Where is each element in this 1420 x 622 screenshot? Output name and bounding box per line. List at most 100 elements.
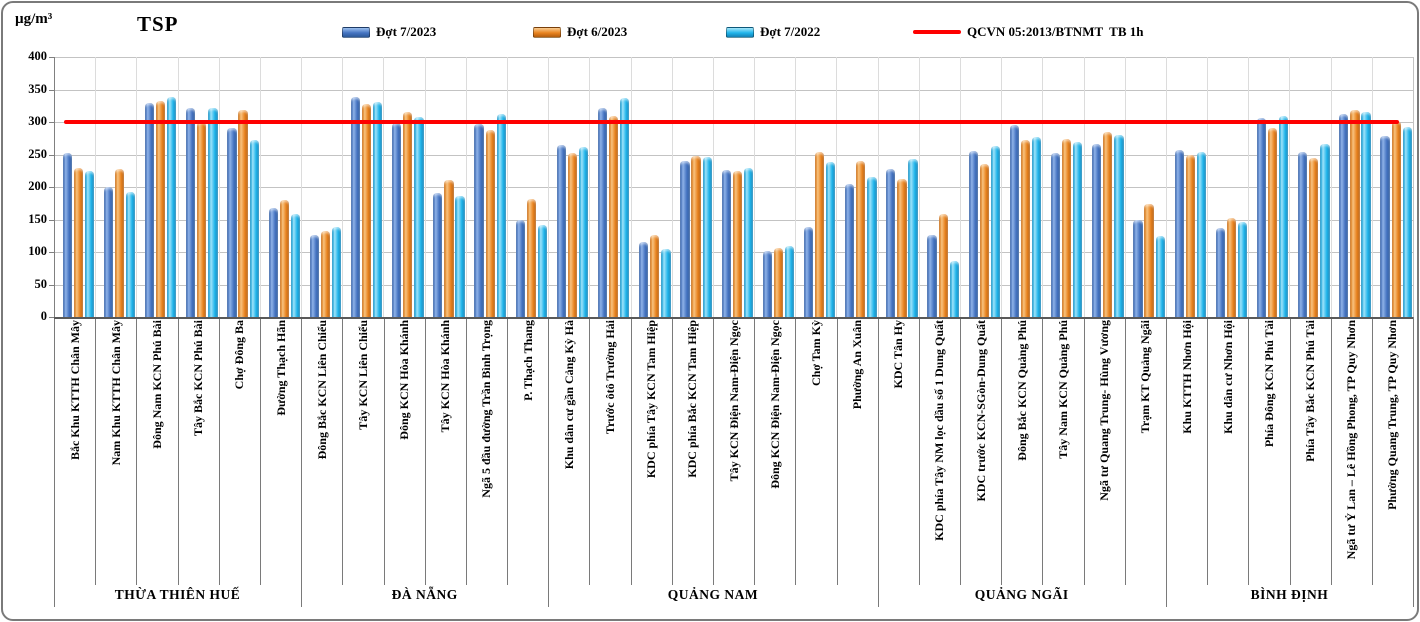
category-label: KDC phía Bắc KCN Tam Hiệp — [685, 320, 700, 478]
category-separator — [589, 317, 591, 585]
bar — [1361, 111, 1371, 317]
x-axis-line — [54, 317, 1413, 319]
bar — [84, 170, 95, 317]
bar — [702, 157, 712, 317]
bar — [1298, 151, 1308, 317]
gridline — [589, 57, 591, 317]
gridline — [54, 154, 1413, 156]
gridline — [95, 57, 97, 317]
bar — [867, 176, 877, 317]
gridline — [301, 57, 303, 317]
gridline — [259, 57, 261, 317]
bar — [1073, 142, 1083, 317]
category-label: Bắc Khu KTTH Chân Mây — [67, 320, 82, 461]
category-label: Ngã 5 đầu đường Trần Bình Trọng — [479, 320, 494, 498]
province-separator — [548, 317, 550, 607]
bar — [392, 123, 402, 317]
bar — [1051, 152, 1061, 317]
y-tick-label: 150 — [28, 211, 47, 226]
category-label: Tây KCN Hòa Khánh — [438, 320, 453, 433]
category-separator — [259, 317, 261, 585]
bar — [114, 168, 125, 317]
legend-label: Đợt 6/2023 — [567, 24, 628, 39]
bar — [208, 107, 218, 317]
bar — [856, 161, 866, 317]
category-label: Trước ôtô Trường Hải — [603, 320, 617, 435]
legend-item-dot7-2023: Đợt 7/2023 — [342, 23, 436, 41]
bar — [197, 122, 207, 317]
bar — [62, 153, 72, 317]
bar — [579, 147, 589, 317]
gridline — [54, 57, 1413, 58]
bar — [979, 164, 989, 317]
bar — [1092, 144, 1102, 317]
category-separator — [1124, 317, 1126, 585]
bar — [620, 97, 630, 317]
y-tick-mark — [49, 57, 54, 58]
bar — [249, 139, 259, 317]
category-label: KDC phía Tây NM lọc dầu số 1 Dung Quất — [932, 320, 947, 541]
gridline — [671, 57, 673, 317]
bar — [743, 167, 753, 317]
gridline — [54, 89, 1413, 91]
category-label: Khu dân cư Nhơn Hội — [1220, 320, 1235, 434]
y-tick-mark — [49, 317, 54, 318]
gridline — [1289, 57, 1291, 317]
category-separator — [1083, 317, 1085, 585]
bar — [1391, 121, 1401, 317]
category-label: Đông KCN Hòa Khánh — [397, 320, 411, 440]
bar — [1309, 158, 1319, 317]
category-separator — [218, 317, 220, 585]
y-tick-label: 200 — [28, 179, 47, 193]
category-separator — [1330, 317, 1332, 585]
bar — [1174, 149, 1184, 317]
bar — [156, 100, 166, 317]
province-separator — [1165, 317, 1167, 607]
category-separator — [630, 317, 632, 585]
bar — [661, 248, 671, 317]
y-axis-unit: µg/m³ — [15, 11, 53, 27]
legend-item-dot6-2023: Đợt 6/2023 — [533, 23, 627, 41]
category-separator — [1042, 317, 1044, 585]
bar — [1103, 132, 1113, 317]
province-label: QUẢNG NAM — [667, 587, 759, 602]
y-tick-label: 400 — [28, 49, 47, 63]
bar — [167, 97, 177, 317]
chart-title: TSP — [137, 12, 179, 36]
province-label: ĐÀ NẴNG — [391, 587, 458, 602]
category-label: P. Thạch Thang — [520, 320, 535, 401]
gridline — [712, 57, 714, 317]
bar — [268, 207, 278, 317]
y-tick-mark — [49, 89, 54, 91]
bar — [1133, 219, 1143, 317]
category-label: Trạm KT Quảng Ngãi — [1138, 320, 1153, 434]
bar — [680, 161, 690, 317]
bar — [403, 111, 413, 317]
bar — [1062, 138, 1072, 317]
y-axis-line — [54, 57, 55, 317]
category-separator — [424, 317, 426, 585]
legend-label: Đợt 7/2022 — [760, 24, 821, 39]
bar — [496, 114, 506, 317]
bar — [362, 104, 372, 317]
category-label: Chợ Tam Kỳ — [808, 320, 823, 386]
y-tick-mark — [49, 219, 54, 221]
province-separator — [301, 317, 303, 607]
bar — [1144, 203, 1154, 317]
gridline — [1124, 57, 1126, 317]
category-label: Phường Quang Trung, TP Quy Nhơn — [1385, 320, 1400, 510]
bar — [373, 101, 383, 317]
y-tick-mark — [49, 252, 54, 253]
category-separator — [1289, 317, 1291, 585]
category-label: Khu KTTH Nhơn Hội — [1179, 320, 1194, 434]
category-label: Khu dân cư gần Cảng Kỳ Hà — [561, 320, 576, 470]
category-label: Nam Khu KTTH Chân Mây — [108, 320, 123, 466]
bar — [968, 150, 978, 317]
category-label: Tây Bắc KCN Phú Bài — [191, 320, 206, 437]
bar — [1380, 136, 1390, 317]
bar — [103, 187, 114, 317]
gridline — [1330, 57, 1332, 317]
category-separator — [136, 317, 138, 585]
bar — [1339, 113, 1349, 317]
